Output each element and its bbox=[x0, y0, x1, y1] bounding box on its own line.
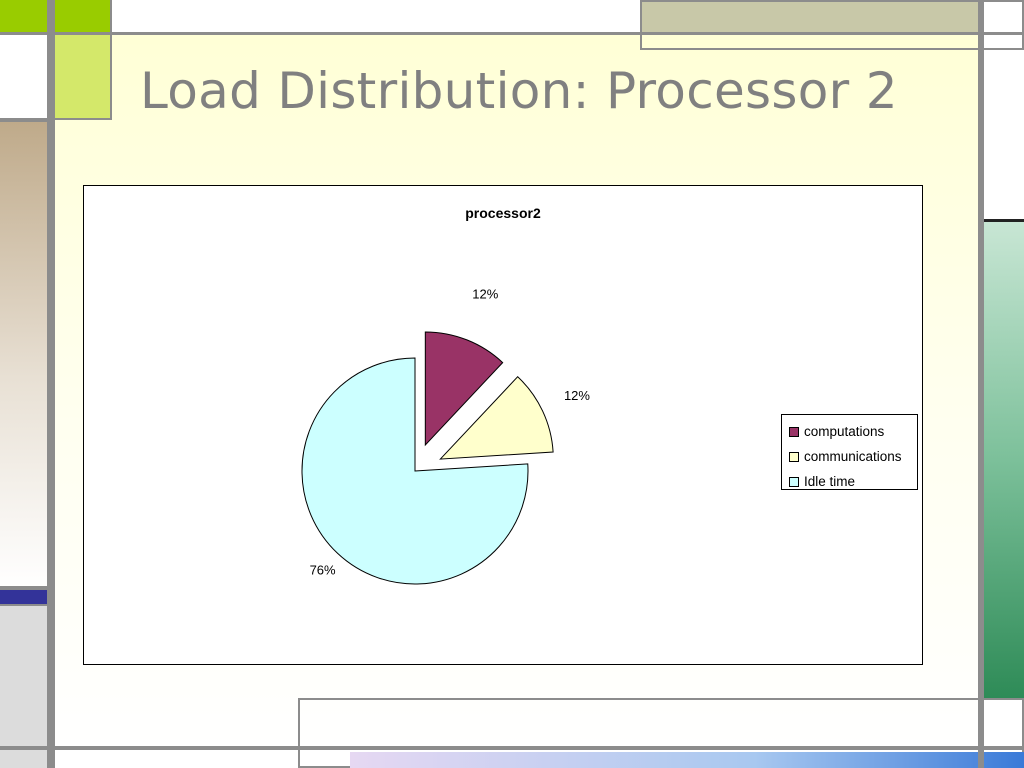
pie-chart: processor2 12% 12% 76% bbox=[301, 205, 590, 585]
grid-line-v-right bbox=[978, 0, 984, 768]
left-blue-bar bbox=[0, 590, 47, 604]
right-green-block bbox=[984, 222, 1024, 698]
pie-slice-computations bbox=[424, 331, 504, 447]
pie-slice-communications bbox=[439, 375, 554, 460]
legend-swatch-communications bbox=[789, 451, 799, 462]
legend-label-idle-time: Idle time bbox=[804, 474, 856, 489]
grid-line-h-bottom bbox=[0, 746, 1024, 750]
grid-line-h-top-left bbox=[55, 118, 112, 120]
top-left-light-green-block bbox=[55, 35, 110, 120]
legend-label-communications: communications bbox=[804, 449, 902, 464]
grid-line-v-left bbox=[47, 0, 55, 768]
data-label-idle-time: 76% bbox=[310, 562, 336, 577]
legend-item-idle-time: Idle time bbox=[789, 469, 917, 494]
legend-swatch-computations bbox=[789, 426, 799, 437]
legend-item-computations: computations bbox=[789, 419, 917, 444]
top-outline-block bbox=[640, 0, 1024, 50]
legend-label-computations: computations bbox=[804, 424, 885, 439]
top-khaki-block bbox=[640, 0, 980, 32]
grid-line-h-left-1 bbox=[0, 118, 47, 122]
left-grey-block bbox=[0, 606, 47, 768]
data-label-computations: 12% bbox=[472, 286, 498, 301]
chart-legend: computations communications Idle time bbox=[781, 414, 918, 490]
grid-line-h-left-3 bbox=[0, 604, 47, 606]
grid-line-h-top bbox=[0, 32, 1024, 35]
slide-title: Load Distribution: Processor 2 bbox=[140, 62, 898, 120]
data-label-communications: 12% bbox=[564, 388, 590, 403]
bottom-gradient-bar bbox=[350, 752, 1024, 768]
legend-swatch-idle-time bbox=[789, 476, 799, 487]
right-black-rule bbox=[984, 219, 1024, 222]
grid-line-v-top-left bbox=[110, 0, 112, 120]
left-gradient-block bbox=[0, 122, 47, 588]
chart-title: processor2 bbox=[465, 205, 541, 221]
pie-slice-idle-time bbox=[301, 357, 529, 585]
legend-item-communications: communications bbox=[789, 444, 917, 469]
top-left-green-block bbox=[0, 0, 110, 32]
grid-line-h-left-2 bbox=[0, 586, 47, 590]
